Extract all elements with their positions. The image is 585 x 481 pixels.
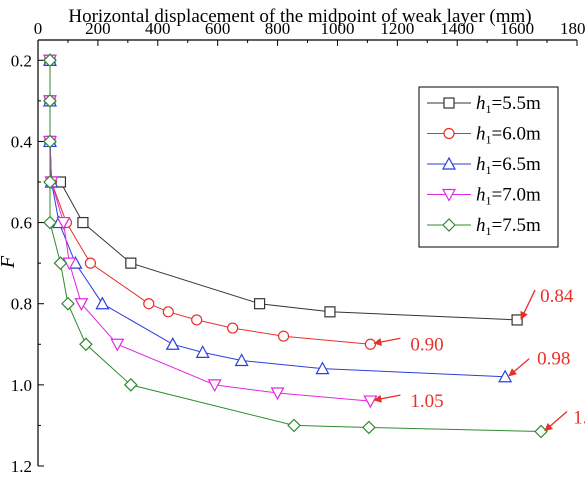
- data-point: [43, 94, 57, 108]
- annotation-arrow: [373, 394, 401, 403]
- data-point: [191, 314, 203, 326]
- legend-label: h1=6.5m: [476, 154, 541, 177]
- data-point: [253, 298, 266, 310]
- x-axis-title: Horizontal displacement of the midpoint …: [68, 6, 531, 27]
- data-point: [143, 298, 155, 310]
- y-axis-title: F: [0, 255, 19, 269]
- legend-item: h1=7.0m: [427, 185, 541, 208]
- y-tick-label: 0.8: [11, 295, 32, 314]
- legend-marker: [441, 188, 457, 202]
- legend-label: h1=6.0m: [476, 124, 541, 147]
- data-point: [277, 330, 290, 342]
- y-tick-label: 0.4: [11, 132, 33, 151]
- legend-item: h1=6.0m: [427, 124, 541, 147]
- data-point: [95, 296, 110, 310]
- y-tick-label: 1.0: [11, 376, 32, 395]
- x-tick-label: 1600: [500, 19, 534, 38]
- data-point: [53, 256, 68, 270]
- data-point: [165, 337, 180, 350]
- legend: h1=5.5m h1=6.0m h1=6.5m h1=7.0m h1=7.5m: [418, 86, 559, 248]
- series-line: [49, 60, 371, 345]
- data-point: [234, 353, 249, 367]
- data-point: [43, 175, 57, 189]
- data-point: [498, 369, 513, 383]
- legend-item: h1=7.5m: [427, 215, 541, 238]
- annotation-label: 1.12: [573, 408, 585, 429]
- annotation-arrow: [520, 289, 536, 320]
- data-point: [43, 134, 57, 149]
- x-tick-label: 600: [205, 19, 231, 38]
- annotation-label: 0.90: [410, 334, 443, 355]
- data-point: [79, 337, 93, 352]
- data-point: [315, 361, 330, 375]
- data-point: [125, 257, 137, 269]
- y-tick-label: 0.2: [11, 51, 32, 70]
- x-tick-label: 1200: [380, 19, 414, 38]
- data-point: [362, 420, 376, 435]
- series-layer: [42, 53, 548, 439]
- legend-label: h1=7.5m: [476, 215, 541, 238]
- data-point: [162, 306, 174, 318]
- legend-label: h1=5.5m: [476, 93, 541, 116]
- data-point: [123, 378, 138, 392]
- data-point: [61, 296, 75, 311]
- x-tick-label: 400: [145, 19, 171, 38]
- series-2: [44, 54, 376, 350]
- annotation-label: 0.84: [540, 286, 574, 307]
- y-tick-label: 1.2: [11, 457, 32, 476]
- legend-marker: [443, 97, 455, 109]
- data-point: [43, 53, 57, 68]
- annotation-label: 0.98: [537, 349, 570, 370]
- x-tick-label: 0: [34, 19, 43, 38]
- x-tick-label: 200: [85, 19, 111, 38]
- annotation-arrow: [373, 337, 401, 346]
- x-tick-label: 1400: [440, 19, 474, 38]
- x-tick-label: 1000: [320, 19, 354, 38]
- data-point: [287, 418, 301, 433]
- legend-item: h1=6.5m: [427, 154, 541, 177]
- data-point: [270, 387, 285, 401]
- data-point: [84, 257, 97, 269]
- legend-marker: [441, 156, 457, 170]
- annotation-arrow: [508, 358, 530, 377]
- data-point: [43, 215, 57, 230]
- x-tick-label: 800: [265, 19, 291, 38]
- legend-box: [418, 86, 559, 248]
- legend-label: h1=7.0m: [476, 185, 541, 208]
- data-point: [324, 306, 336, 318]
- legend-item: h1=5.5m: [427, 93, 541, 116]
- data-point: [74, 298, 89, 311]
- annotation-layer: 0.84 0.90 0.98 1.05 1.12: [373, 286, 585, 432]
- data-point: [511, 314, 523, 326]
- data-point: [207, 379, 222, 393]
- legend-marker: [442, 218, 456, 232]
- data-point: [364, 338, 376, 350]
- annotation-label: 1.05: [410, 391, 443, 412]
- data-point: [534, 424, 548, 439]
- data-point: [56, 216, 71, 230]
- data-point: [227, 322, 239, 334]
- series-5: [43, 53, 548, 439]
- y-tick-label: 0.6: [11, 214, 32, 233]
- data-point: [77, 216, 89, 229]
- annotation-arrow: [544, 411, 568, 432]
- data-point: [363, 395, 378, 409]
- series-line: [49, 60, 371, 402]
- data-point: [195, 345, 210, 358]
- data-point: [110, 338, 125, 352]
- legend-marker: [443, 127, 455, 140]
